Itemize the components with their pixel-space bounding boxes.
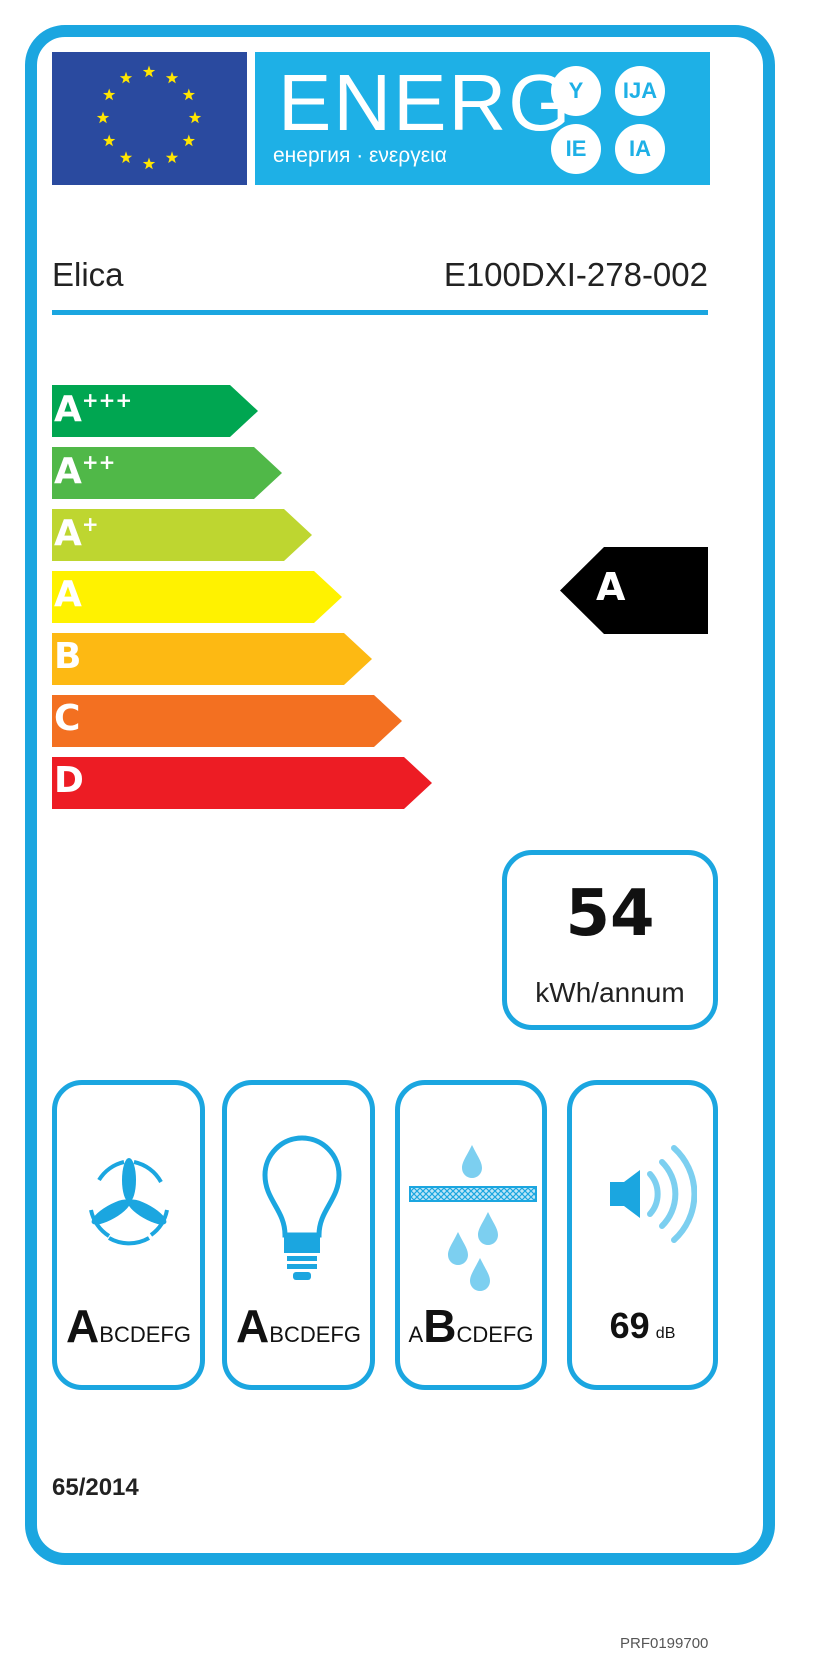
flag-star-icon — [188, 111, 202, 124]
supplier-name: Elica — [52, 256, 124, 293]
energy-class-label: A+ — [54, 512, 99, 554]
fan-efficiency-box: ABCDEFG — [52, 1080, 205, 1390]
consumption-value: 54 — [565, 877, 655, 951]
flag-star-icon — [142, 65, 156, 78]
grease-filter-icon — [409, 1145, 537, 1291]
energy-class-label: D — [54, 760, 84, 801]
rating-arrow: A — [560, 547, 708, 634]
selected-class: B — [423, 1300, 457, 1352]
eu-flag-icon — [52, 52, 247, 185]
energy-class-bar: A+ — [52, 509, 312, 561]
noise-level: 69 dB — [572, 1305, 713, 1347]
flag-star-icon — [96, 111, 110, 124]
grease-filtering-box: ABCDEFG — [395, 1080, 547, 1390]
noise-box: 69 dB — [567, 1080, 718, 1390]
product-code: PRF0199700 — [620, 1635, 709, 1652]
model-identifier: E100DXI-278-002 — [443, 256, 708, 293]
light-bulb-icon — [262, 1135, 342, 1280]
energy-title: ENERG — [278, 58, 573, 147]
suffix-y: Y — [551, 66, 601, 116]
flag-star-icon — [165, 71, 179, 84]
flag-star-icon — [165, 151, 179, 164]
energy-class-bar: B — [52, 633, 372, 685]
other-classes: BCDEFG — [99, 1322, 191, 1347]
energy-class-bar: A+++ — [52, 385, 258, 437]
fan-icon — [89, 1158, 169, 1246]
label-frame — [25, 25, 775, 1565]
divider — [52, 310, 708, 315]
flag-star-icon — [103, 88, 116, 101]
consumption-unit: kWh/annum — [535, 977, 685, 1008]
speaker-icon — [610, 1145, 697, 1243]
energy-class-label: A++ — [54, 450, 116, 492]
consumption-box: 54 kWh/annum — [502, 850, 718, 1030]
flag-star-icon — [182, 88, 195, 101]
energy-class-bar: D — [52, 757, 432, 809]
energy-class-label: B — [54, 636, 82, 677]
energy-class-label: A — [54, 574, 82, 615]
noise-value: 69 — [609, 1305, 650, 1346]
fan-efficiency-class: ABCDEFG — [57, 1299, 200, 1353]
classes-before: A — [408, 1322, 424, 1347]
lighting-efficiency-class: ABCDEFG — [227, 1299, 370, 1353]
suffix-ija: IJA — [615, 66, 665, 116]
suffix-ia: IA — [615, 124, 665, 174]
rating-letter: A — [596, 565, 626, 609]
regulation-number: 65/2014 — [52, 1474, 139, 1501]
flag-star-icon — [142, 157, 156, 170]
energy-class-bar: C — [52, 695, 402, 747]
energy-class-bar: A — [52, 571, 342, 623]
energy-banner: ENERG енергия · ενεργεια Y IJA IE IA — [255, 52, 710, 185]
other-classes: BCDEFG — [269, 1322, 361, 1347]
grease-filtering-class: ABCDEFG — [400, 1299, 542, 1353]
selected-class: A — [236, 1300, 270, 1352]
flag-star-icon — [119, 71, 133, 84]
energy-class-label: A+++ — [54, 388, 133, 430]
energy-class-bar: A++ — [52, 447, 282, 499]
lighting-efficiency-box: ABCDEFG — [222, 1080, 375, 1390]
flag-star-icon — [103, 134, 116, 147]
flag-star-icon — [119, 151, 133, 164]
suffix-ie: IE — [551, 124, 601, 174]
energy-subtitle: енергия · ενεργεια — [273, 144, 447, 167]
flag-star-icon — [182, 134, 195, 147]
energy-class-label: C — [54, 698, 81, 739]
selected-class: A — [66, 1300, 100, 1352]
noise-unit: dB — [655, 1325, 676, 1342]
other-classes: CDEFG — [456, 1322, 534, 1347]
